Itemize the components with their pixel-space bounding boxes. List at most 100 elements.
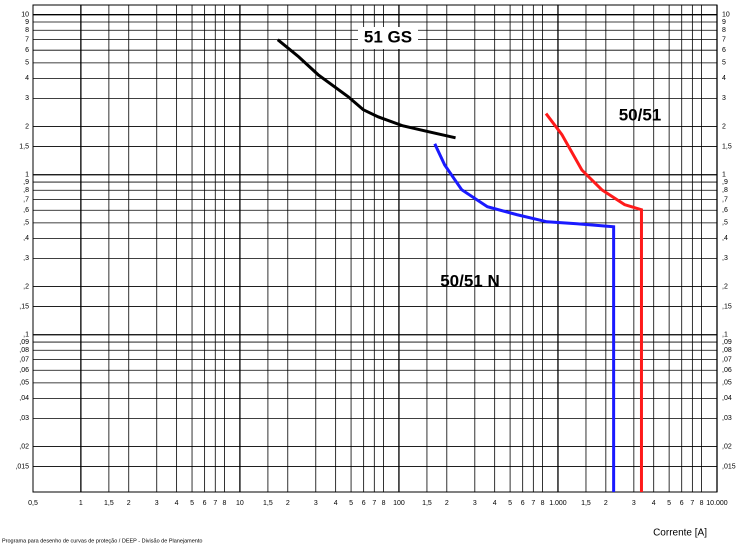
y-tick-label-right: ,03	[722, 415, 732, 422]
y-tick-label: ,06	[19, 367, 29, 374]
y-tick-label-right: ,04	[722, 395, 732, 402]
y-tick-label-right: ,05	[722, 380, 732, 387]
y-tick-label-right: 5	[722, 60, 726, 67]
y-tick-label: ,07	[19, 356, 29, 363]
x-axis-label: Corrente [A]	[653, 528, 707, 539]
x-tick-label: 2	[445, 500, 449, 507]
y-tick-label-right: 1,5	[722, 143, 732, 150]
y-tick-label: 8	[25, 27, 29, 34]
x-tick-label: 10.000	[706, 500, 728, 507]
x-tick-label: 7	[531, 500, 535, 507]
y-tick-label: 10	[21, 12, 29, 19]
y-tick-label-right: 4	[722, 75, 726, 82]
x-tick-label: 7	[372, 500, 376, 507]
y-tick-label-right: ,07	[722, 356, 732, 363]
x-tick-label: 4	[493, 500, 497, 507]
x-tick-label: 2	[127, 500, 131, 507]
y-tick-label-right: ,15	[722, 303, 732, 310]
y-tick-label-right: 3	[722, 95, 726, 102]
y-tick-label-right: ,09	[722, 339, 732, 346]
label-background	[358, 27, 418, 49]
y-tick-label-right: 9	[722, 19, 726, 26]
y-tick-label: ,9	[23, 179, 29, 186]
y-tick-label-right: 2	[722, 123, 726, 130]
x-tick-label: 4	[175, 500, 179, 507]
curve	[433, 143, 616, 492]
y-tick-label-right: ,1	[722, 332, 728, 339]
x-tick-label: 8	[700, 500, 704, 507]
x-tick-label: 0,5	[28, 500, 38, 507]
y-tick-label: ,09	[19, 339, 29, 346]
x-tick-label: 1.000	[549, 500, 567, 507]
y-tick-label: ,3	[23, 255, 29, 262]
y-tick-label: 9	[25, 19, 29, 26]
x-tick-label: 8	[541, 500, 545, 507]
y-tick-label: 4	[25, 75, 29, 82]
x-tick-label: 1,5	[422, 500, 432, 507]
y-tick-label-right: ,5	[722, 220, 728, 227]
y-tick-label-right: ,9	[722, 179, 728, 186]
curve	[276, 38, 456, 140]
y-tick-label: 5	[25, 60, 29, 67]
y-tick-label-right: ,08	[722, 347, 732, 354]
series-label: 50/51	[619, 105, 662, 124]
x-tick-label: 1,5	[104, 500, 114, 507]
x-tick-label: 6	[680, 500, 684, 507]
x-tick-label: 1,5	[263, 500, 273, 507]
x-tick-label: 5	[190, 500, 194, 507]
y-tick-label: ,4	[23, 235, 29, 242]
y-tick-label-right: 1	[722, 172, 726, 179]
y-tick-label: 3	[25, 95, 29, 102]
series-label: 51 GS	[364, 27, 412, 46]
x-tick-label: 4	[652, 500, 656, 507]
y-tick-label: ,5	[23, 220, 29, 227]
x-tick-label: 5	[349, 500, 353, 507]
footer: Programa para desenho de curvas de prote…	[2, 538, 202, 544]
y-tick-label-right: ,06	[722, 367, 732, 374]
x-tick-label: 3	[155, 500, 159, 507]
y-tick-label: ,7	[23, 196, 29, 203]
y-tick-label-right: ,2	[722, 283, 728, 290]
y-tick-label-right: ,7	[722, 196, 728, 203]
x-tick-label: 7	[690, 500, 694, 507]
y-tick-label-right: 10	[722, 12, 730, 19]
y-tick-label-right: ,8	[722, 187, 728, 194]
y-tick-label: 6	[25, 47, 29, 54]
series-label: 50/51 N	[440, 271, 500, 290]
y-tick-label-right: ,6	[722, 207, 728, 214]
y-tick-label: 7	[25, 36, 29, 43]
y-tick-label: ,8	[23, 187, 29, 194]
x-tick-label: 7	[213, 500, 217, 507]
y-tick-label: ,2	[23, 283, 29, 290]
y-tick-label: ,6	[23, 207, 29, 214]
x-tick-label: 100	[393, 500, 405, 507]
y-tick-label: ,02	[19, 443, 29, 450]
y-tick-label-right: ,3	[722, 255, 728, 262]
y-tick-label-right: ,015	[722, 463, 736, 470]
x-tick-label: 1	[79, 500, 83, 507]
x-tick-label: 4	[334, 500, 338, 507]
y-tick-label-right: 6	[722, 47, 726, 54]
y-tick-label: ,08	[19, 347, 29, 354]
y-tick-label: ,04	[19, 395, 29, 402]
y-tick-label: ,05	[19, 380, 29, 387]
y-tick-label: ,03	[19, 415, 29, 422]
x-tick-label: 1,5	[581, 500, 591, 507]
y-tick-label-right: 8	[722, 27, 726, 34]
x-tick-label: 8	[223, 500, 227, 507]
y-tick-label-right: ,02	[722, 443, 732, 450]
y-tick-label: 2	[25, 123, 29, 130]
x-tick-label: 10	[236, 500, 244, 507]
x-tick-label: 5	[508, 500, 512, 507]
x-tick-label: 3	[632, 500, 636, 507]
x-tick-label: 3	[314, 500, 318, 507]
x-tick-label: 6	[203, 500, 207, 507]
y-tick-label-right: ,4	[722, 235, 728, 242]
y-tick-label: 1	[25, 172, 29, 179]
y-tick-label-right: 7	[722, 36, 726, 43]
y-tick-label: ,15	[19, 303, 29, 310]
x-tick-label: 2	[286, 500, 290, 507]
x-tick-label: 6	[362, 500, 366, 507]
